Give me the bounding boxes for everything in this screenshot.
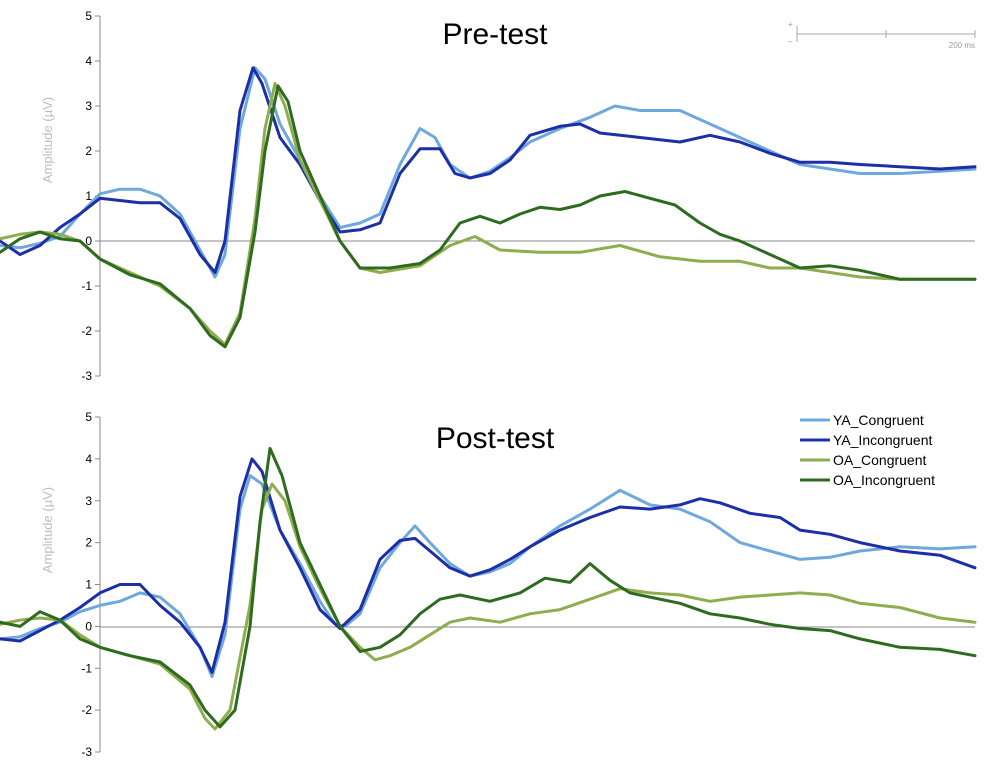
scale-plus-label: + bbox=[788, 20, 793, 29]
post-test-y-tick-label: 3 bbox=[85, 494, 92, 508]
pre-test-y-tick-label: 0 bbox=[85, 234, 92, 248]
pre-test-y-tick-label: -1 bbox=[81, 279, 92, 293]
pre-test-y-tick-label: 1 bbox=[85, 189, 92, 203]
legend-label-oa-congruent: OA_Congruent bbox=[833, 452, 927, 468]
legend-label-ya-congruent: YA_Congruent bbox=[833, 412, 924, 428]
post-test-y-tick-label: 5 bbox=[85, 410, 92, 424]
pre-test-series-ya-congruent bbox=[0, 66, 977, 279]
scale-minus-label: – bbox=[788, 37, 793, 46]
post-test-y-tick-label: 0 bbox=[85, 619, 92, 633]
pre-test-panel: -3 -2 -1 0 1 2 3 4 5 Amplitude (µV) Pre-test + –… bbox=[0, 9, 977, 383]
post-test-y-ticks: -3 -2 -1 0 1 2 3 4 5 bbox=[81, 410, 100, 759]
pre-test-y-tick-label: 4 bbox=[85, 54, 92, 68]
pre-test-series bbox=[0, 66, 977, 349]
pre-test-y-tick-label: 3 bbox=[85, 99, 92, 113]
post-test-y-tick-label: -2 bbox=[81, 703, 92, 717]
legend-label-oa-incongruent: OA_Incongruent bbox=[833, 472, 935, 488]
post-test-y-tick-label: 2 bbox=[85, 536, 92, 550]
pre-test-y-tick-label: -3 bbox=[81, 369, 92, 383]
scale-duration-label: 200 ms bbox=[949, 41, 975, 50]
pre-test-y-ticks: -3 -2 -1 0 1 2 3 4 5 bbox=[81, 9, 100, 383]
post-test-panel: -3 -2 -1 0 1 2 3 4 5 Amplitude (µV) Post-test YA… bbox=[0, 410, 977, 759]
post-test-series-oa-congruent bbox=[0, 482, 977, 731]
pre-test-series-oa-congruent bbox=[0, 82, 977, 346]
pre-test-y-tick-label: 5 bbox=[85, 9, 92, 23]
pre-test-y-axis-title: Amplitude (µV) bbox=[40, 97, 55, 183]
pre-test-title: Pre-test bbox=[442, 18, 548, 51]
post-test-series bbox=[0, 446, 977, 731]
post-test-series-ya-congruent bbox=[0, 474, 977, 679]
post-test-y-tick-label: 1 bbox=[85, 578, 92, 592]
pre-test-series-oa-incongruent bbox=[0, 84, 977, 349]
post-test-title: Post-test bbox=[436, 422, 555, 455]
time-scale-bar: + – 200 ms bbox=[788, 20, 976, 50]
post-test-series-oa-incongruent bbox=[0, 446, 977, 729]
legend: YA_Congruent YA_Incongruent OA_Congruent OA… bbox=[800, 412, 935, 488]
post-test-y-tick-label: -1 bbox=[81, 661, 92, 675]
post-test-y-tick-label: -3 bbox=[81, 745, 92, 759]
pre-test-y-tick-label: -2 bbox=[81, 324, 92, 338]
pre-test-series-ya-incongruent bbox=[0, 66, 977, 274]
post-test-y-axis-title: Amplitude (µV) bbox=[40, 487, 55, 573]
legend-label-ya-incongruent: YA_Incongruent bbox=[833, 432, 932, 448]
pre-test-y-tick-label: 2 bbox=[85, 144, 92, 158]
post-test-y-tick-label: 4 bbox=[85, 452, 92, 466]
post-test-series-ya-incongruent bbox=[0, 457, 977, 674]
